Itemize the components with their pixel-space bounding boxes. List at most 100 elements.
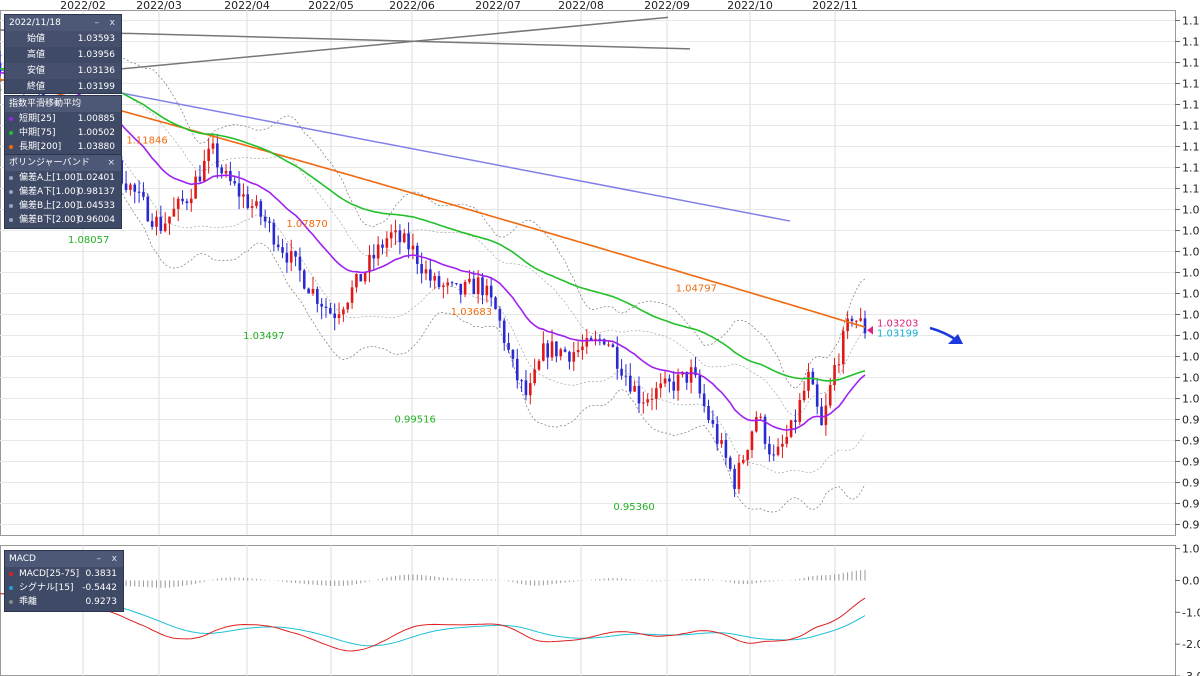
candle-body <box>746 450 749 460</box>
candle-body <box>850 318 854 322</box>
minimize-icon[interactable]: – <box>96 554 102 564</box>
macd-panel[interactable]: MACD – x MACD[25-75] 0.3831 シグナル[15] -0.544… <box>4 550 124 612</box>
candle-body <box>768 443 771 455</box>
candle-body <box>689 367 693 383</box>
candle-body <box>242 194 245 197</box>
close-icon[interactable]: × <box>107 158 115 168</box>
candle-body <box>146 196 150 222</box>
y-tick-label: 0.96000 <box>1182 477 1200 490</box>
candle-body <box>502 320 506 343</box>
candle-body <box>841 331 845 365</box>
candle-body <box>359 274 363 282</box>
candle-body <box>481 277 484 296</box>
y-tick-label: 1.03000 <box>1182 330 1200 343</box>
ema-panel[interactable]: 指数平滑移動平均 短期[25] 1.00885 中期[75] 1.00502 長期[20… <box>4 95 122 160</box>
candle-body <box>585 337 589 347</box>
candle-body <box>172 208 176 217</box>
x-tick-label: 2022/09 <box>644 0 690 12</box>
candle-body <box>720 440 723 444</box>
candle-body <box>611 344 615 347</box>
candle-body <box>298 256 302 271</box>
candle-body <box>846 318 849 332</box>
candle-body <box>398 230 402 243</box>
minimize-icon[interactable]: – <box>94 18 100 28</box>
candle-body <box>424 269 428 274</box>
candle-body <box>694 367 697 376</box>
candle-body <box>159 216 163 231</box>
close-icon[interactable]: x <box>109 18 115 28</box>
candle-body <box>346 302 350 310</box>
row-value: 1.03593 <box>77 34 115 44</box>
candle-body <box>0 62 2 73</box>
candle-body <box>685 371 689 383</box>
candle-body <box>463 281 467 295</box>
candle-body <box>533 369 536 384</box>
legend-dot-icon <box>9 145 13 149</box>
price-annotation: 0.95360 <box>613 502 654 513</box>
candle-body <box>324 306 328 308</box>
candle-body <box>307 288 310 294</box>
candle-body <box>655 388 658 399</box>
y-tick-label: 1.07000 <box>1182 246 1200 259</box>
candle-body <box>620 368 623 376</box>
candle-body <box>624 375 628 377</box>
candle-body <box>776 446 780 455</box>
close-icon[interactable]: x <box>111 554 117 564</box>
legend-dot-icon <box>9 176 13 180</box>
arrow-head-icon <box>948 334 963 344</box>
x-tick-label: 2022/05 <box>308 0 354 12</box>
candle-body <box>202 160 206 182</box>
macd-y-tick-label: -1.0000 <box>1182 606 1200 619</box>
macd-line <box>0 593 866 652</box>
y-tick-label: 1.13000 <box>1182 120 1200 133</box>
candle-body <box>598 338 602 340</box>
bollinger-panel[interactable]: ボリンジャーバンド × 偏差A上[1.00] 1.02401 偏差A下[1.00] 0… <box>4 154 122 229</box>
candle-body <box>433 276 436 281</box>
candle-body <box>542 343 545 361</box>
macd-row: シグナル[15] -0.5442 <box>5 581 123 595</box>
candle-body <box>385 238 389 248</box>
legend-dot-icon <box>9 586 13 590</box>
candle-body <box>615 346 619 369</box>
candle-body <box>163 223 167 231</box>
candle-body <box>407 233 410 250</box>
ema-long-line <box>0 78 866 328</box>
candle-body <box>189 198 193 204</box>
candle-body <box>224 171 228 174</box>
row-value: 0.98137 <box>77 187 115 197</box>
candle-body <box>515 358 519 381</box>
candle-body <box>415 245 419 265</box>
row-value: -0.5442 <box>82 583 117 593</box>
ohlc-panel-header[interactable]: 2022/11/18 – x <box>5 15 121 31</box>
price-annotation: 1.08057 <box>68 235 109 246</box>
candle-body <box>494 297 497 310</box>
candle-body <box>520 380 523 382</box>
ema-panel-header: 指数平滑移動平均 <box>5 96 121 112</box>
x-tick-label: 2022/03 <box>136 0 182 12</box>
ohlc-panel[interactable]: 2022/11/18 – x 始値 1.03593 高値 1.03956 安値 1.031… <box>4 14 122 94</box>
candle-body <box>311 288 315 294</box>
ohlc-row: 始値 1.03593 <box>5 31 121 47</box>
price-annotation: 1.04797 <box>676 284 717 295</box>
candle-body <box>511 349 515 359</box>
candle-body <box>737 462 741 489</box>
bb-row: 偏差A上[1.00] 1.02401 <box>5 171 121 185</box>
candle-body <box>833 365 836 386</box>
price-annotation: 1.03497 <box>243 331 284 342</box>
candle-body <box>663 378 667 384</box>
price-annotation: 1.07870 <box>286 219 327 230</box>
candle-body <box>485 285 489 296</box>
x-tick-label: 2022/08 <box>558 0 604 12</box>
bollinger-b-lower-line <box>0 89 866 513</box>
row-label: 偏差A上[1.00] <box>19 173 80 183</box>
candle-body <box>781 443 784 447</box>
candle-body <box>837 364 841 366</box>
trend-line-blue <box>0 69 791 222</box>
candle-body <box>429 269 432 281</box>
row-value: 1.04533 <box>77 201 115 211</box>
ohlc-row: 安値 1.03136 <box>5 63 121 79</box>
legend-dot-icon <box>9 600 13 604</box>
candle-body <box>329 307 332 314</box>
macd-panel-header[interactable]: MACD – x <box>5 551 123 567</box>
